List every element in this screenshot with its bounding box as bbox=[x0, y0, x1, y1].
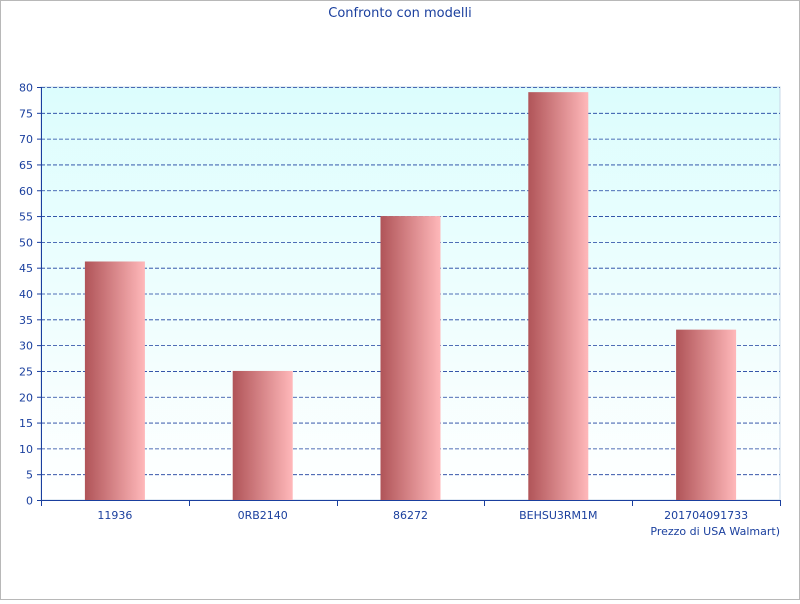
x-axis-label: Prezzo di USA Walmart) bbox=[650, 525, 780, 538]
y-tick-label: 75 bbox=[19, 107, 33, 120]
y-tick-label: 60 bbox=[19, 185, 33, 198]
y-tick-label: 10 bbox=[19, 443, 33, 456]
bar bbox=[676, 329, 737, 500]
y-tick-label: 80 bbox=[19, 82, 33, 95]
y-tick-label: 40 bbox=[19, 288, 33, 301]
x-tick-label: 86272 bbox=[393, 509, 428, 522]
bar bbox=[232, 370, 293, 500]
y-tick-label: 15 bbox=[19, 417, 33, 430]
y-tick-label: 5 bbox=[26, 469, 33, 482]
y-tick-label: 70 bbox=[19, 133, 33, 146]
x-tick-label: 201704091733 bbox=[664, 509, 748, 522]
y-tick-label: 20 bbox=[19, 391, 33, 404]
y-tick-label: 65 bbox=[19, 159, 33, 172]
y-tick-label: 55 bbox=[19, 211, 33, 224]
y-tick-label: 45 bbox=[19, 262, 33, 275]
y-tick-label: 0 bbox=[26, 495, 33, 508]
x-tick-label: BEHSU3RM1M bbox=[519, 509, 597, 522]
bar bbox=[84, 261, 145, 500]
y-tick-label: 35 bbox=[19, 314, 33, 327]
x-axis: 11936 0RB2140 86272 BEHSU3RM1M 201704091733 bbox=[41, 500, 781, 522]
y-tick-label: 50 bbox=[19, 236, 33, 249]
x-tick-label: 0RB2140 bbox=[238, 509, 288, 522]
x-tick-label: 11936 bbox=[97, 509, 132, 522]
chart-title: Confronto con modelli bbox=[328, 6, 471, 21]
y-tick-label: 30 bbox=[19, 340, 33, 353]
bars bbox=[84, 92, 737, 500]
bar bbox=[380, 216, 441, 500]
bar bbox=[528, 92, 589, 500]
y-axis: 0 5 10 15 20 25 30 35 40 45 50 55 60 65 70 75 80 bbox=[19, 82, 42, 508]
y-tick-label: 25 bbox=[19, 365, 33, 378]
